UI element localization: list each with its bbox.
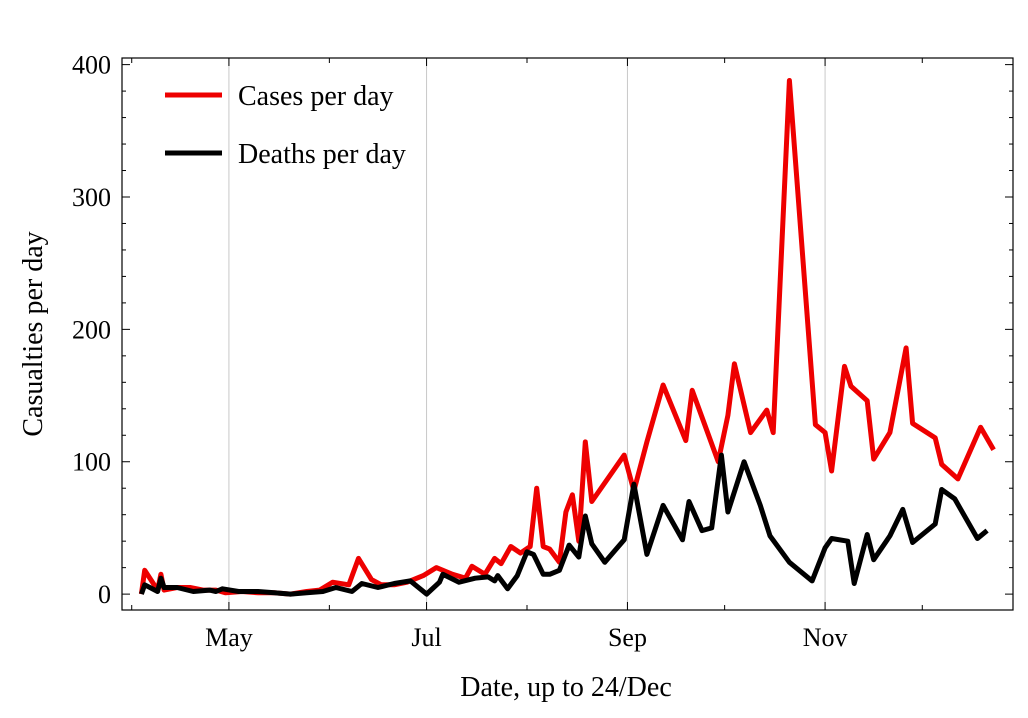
x-tick-label: Jul [411,623,441,652]
legend: Cases per day Deaths per day [165,81,406,170]
x-tick-label: May [205,623,253,652]
x-axis-title: Date, up to 24/Dec [460,672,672,703]
y-tick-label: 300 [72,183,111,212]
legend-label-cases: Cases per day [238,81,394,112]
x-tick-label: Nov [803,623,848,652]
label-layer: May Jul Sep Nov 0 100 200 300 400 [72,51,847,652]
y-tick-label: 100 [72,448,111,477]
y-axis-title: Casualties per day [18,231,49,436]
x-tick-label: Sep [608,623,647,652]
y-tick-label: 400 [72,51,111,80]
grid-layer [228,58,826,610]
y-tick-label: 200 [72,315,111,344]
plot-frame [121,57,1014,611]
series-line-deaths [139,452,989,597]
legend-label-deaths: Deaths per day [238,139,406,170]
series-layer [138,78,996,597]
y-tick-label: 0 [98,580,111,609]
tick-layer [122,58,1013,610]
